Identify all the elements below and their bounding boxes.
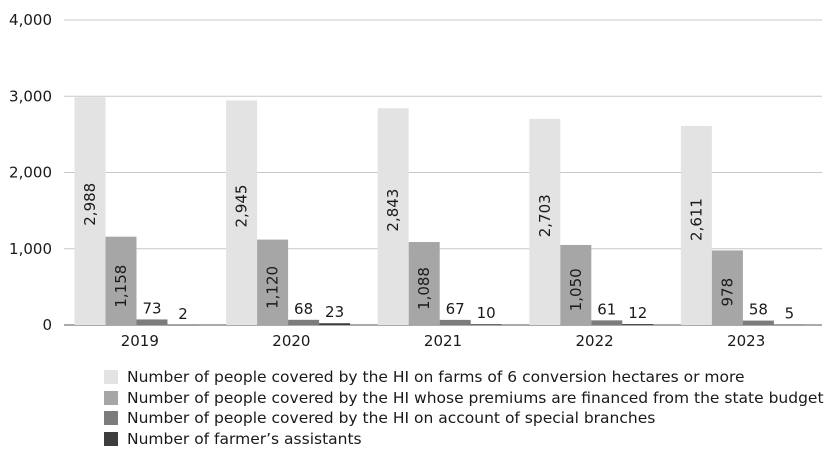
- y-tick-label: 3,000: [9, 87, 52, 105]
- legend-label: Number of people covered by the HI whose…: [127, 388, 824, 407]
- y-tick-label: 4,000: [9, 11, 52, 29]
- legend-item: Number of people covered by the HI on fa…: [104, 367, 824, 388]
- x-tick-label: 2019: [121, 332, 159, 350]
- bar: [742, 320, 774, 325]
- y-tick-label: 2,000: [9, 164, 52, 182]
- data-labels: 2,988 1,158 73 2 2,945 1,120 68 23 2,843 1,088 67 1…: [81, 183, 794, 323]
- y-tick-label: 0: [42, 316, 52, 334]
- data-label: 2: [178, 305, 188, 323]
- bar-chart: 0 1,000 2,000 3,000 4,000 2,988 1,158 73 2 2,945…: [9, 11, 822, 350]
- data-label: 978: [718, 278, 736, 307]
- data-label: 1,120: [264, 266, 282, 309]
- data-label: 1,088: [415, 267, 433, 310]
- y-tick-label: 1,000: [9, 240, 52, 258]
- legend-label: Number of farmer’s assistants: [127, 429, 362, 448]
- bar: [591, 320, 623, 325]
- bar: [167, 324, 199, 326]
- legend-label: Number of people covered by the HI on fa…: [127, 368, 745, 387]
- data-label: 58: [749, 301, 768, 319]
- bar: [105, 236, 137, 325]
- data-label: 73: [142, 299, 161, 317]
- x-tick-label: 2021: [424, 332, 462, 350]
- data-label: 5: [785, 305, 795, 323]
- data-label: 68: [294, 300, 313, 318]
- bar: [226, 100, 258, 325]
- legend: Number of people covered by the HI on fa…: [104, 367, 824, 449]
- bar: [680, 125, 712, 325]
- legend-swatch: [104, 411, 118, 426]
- legend-item: Number of farmer’s assistants: [104, 429, 824, 450]
- data-label: 12: [628, 304, 647, 322]
- bar: [529, 118, 561, 326]
- data-label: 2,843: [384, 189, 402, 232]
- data-label: 61: [597, 300, 616, 318]
- legend-item: Number of people covered by the HI whose…: [104, 388, 824, 409]
- bars: [74, 97, 805, 326]
- data-label: 1,158: [112, 265, 130, 308]
- bar: [711, 250, 743, 325]
- legend-item: Number of people covered by the HI on ac…: [104, 408, 824, 429]
- bar: [257, 239, 289, 325]
- data-label: 2,988: [81, 183, 99, 226]
- legend-label: Number of people covered by the HI on ac…: [127, 409, 656, 428]
- legend-swatch: [104, 390, 118, 405]
- bar: [622, 324, 654, 325]
- data-label: 67: [446, 300, 465, 318]
- x-tick-label: 2023: [727, 332, 765, 350]
- x-tick-label: 2020: [272, 332, 310, 350]
- bar: [439, 319, 471, 325]
- data-label: 1,050: [567, 268, 585, 311]
- data-label: 2,611: [687, 198, 705, 241]
- data-label: 2,945: [233, 185, 251, 228]
- bar: [319, 323, 351, 325]
- data-label: 23: [325, 303, 344, 321]
- x-tick-label: 2022: [576, 332, 614, 350]
- data-label: 10: [477, 304, 496, 322]
- x-axis-category-labels: 2019 2020 2021 2022 2023: [121, 332, 766, 350]
- bar: [470, 324, 502, 325]
- legend-swatch: [104, 370, 118, 385]
- bar: [74, 97, 106, 325]
- y-axis-tick-labels: 0 1,000 2,000 3,000 4,000: [9, 11, 52, 334]
- bar: [408, 242, 440, 325]
- data-label: 2,703: [536, 194, 554, 237]
- bar: [560, 244, 592, 325]
- bar: [773, 324, 805, 326]
- bar: [136, 319, 168, 325]
- bar: [377, 108, 409, 325]
- legend-swatch: [104, 431, 118, 446]
- bar: [288, 319, 320, 325]
